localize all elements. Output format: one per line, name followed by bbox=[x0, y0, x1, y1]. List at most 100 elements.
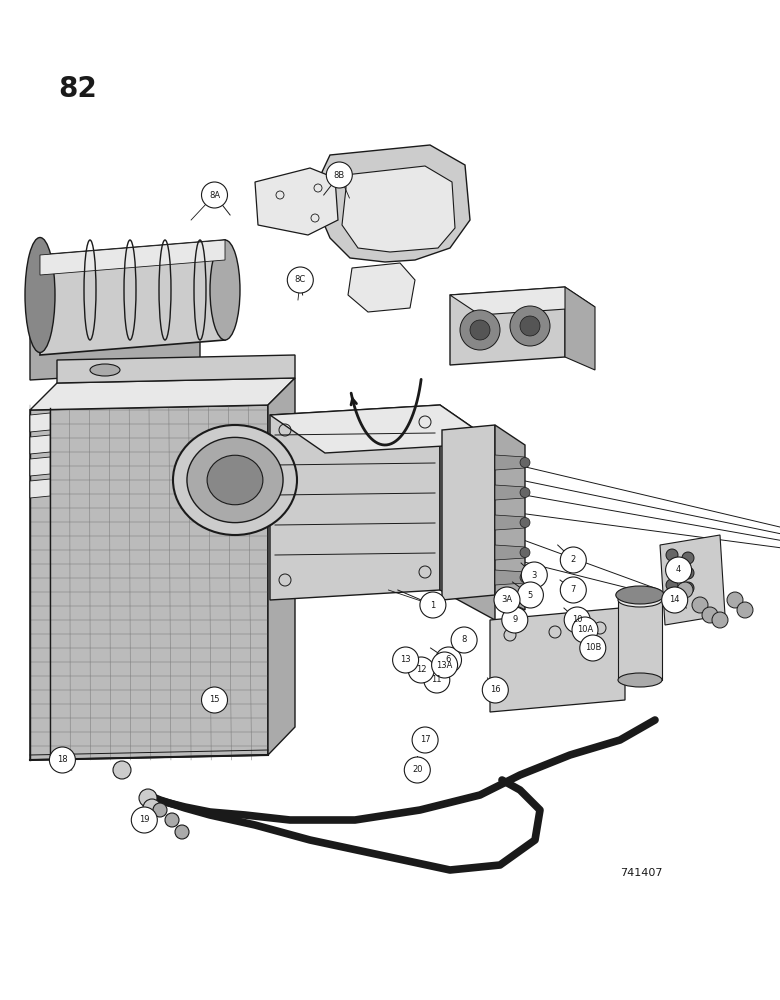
Circle shape bbox=[510, 306, 550, 346]
Circle shape bbox=[392, 647, 419, 673]
Polygon shape bbox=[30, 320, 200, 380]
Circle shape bbox=[682, 567, 694, 579]
Text: 4: 4 bbox=[676, 566, 681, 574]
Text: 8: 8 bbox=[462, 636, 466, 645]
Text: 7: 7 bbox=[571, 585, 576, 594]
Circle shape bbox=[702, 607, 718, 623]
Ellipse shape bbox=[210, 240, 240, 340]
Circle shape bbox=[661, 587, 688, 613]
Circle shape bbox=[682, 552, 694, 564]
Circle shape bbox=[727, 592, 743, 608]
Circle shape bbox=[560, 577, 587, 603]
Text: 13: 13 bbox=[400, 656, 411, 664]
Text: 12: 12 bbox=[416, 666, 427, 674]
Polygon shape bbox=[268, 378, 295, 755]
Polygon shape bbox=[450, 287, 595, 315]
Polygon shape bbox=[30, 457, 50, 476]
Polygon shape bbox=[490, 608, 625, 712]
Polygon shape bbox=[495, 570, 525, 585]
Polygon shape bbox=[495, 425, 525, 610]
Polygon shape bbox=[618, 600, 662, 680]
Text: 13A: 13A bbox=[437, 660, 452, 670]
Circle shape bbox=[143, 799, 161, 817]
Text: 10A: 10A bbox=[577, 626, 593, 635]
Circle shape bbox=[494, 587, 520, 613]
Circle shape bbox=[665, 557, 692, 583]
Polygon shape bbox=[30, 435, 50, 454]
Circle shape bbox=[412, 727, 438, 753]
Circle shape bbox=[520, 458, 530, 468]
Circle shape bbox=[666, 594, 678, 606]
Ellipse shape bbox=[90, 364, 120, 376]
Circle shape bbox=[580, 635, 606, 661]
Text: 741407: 741407 bbox=[620, 868, 662, 878]
Circle shape bbox=[153, 803, 167, 817]
Polygon shape bbox=[348, 263, 415, 312]
Polygon shape bbox=[495, 455, 525, 470]
Polygon shape bbox=[342, 166, 455, 252]
Ellipse shape bbox=[618, 593, 662, 607]
Text: 11: 11 bbox=[431, 676, 442, 684]
Circle shape bbox=[201, 687, 228, 713]
Circle shape bbox=[420, 592, 446, 618]
Circle shape bbox=[520, 572, 530, 582]
Circle shape bbox=[564, 607, 590, 633]
Circle shape bbox=[560, 547, 587, 573]
Ellipse shape bbox=[615, 586, 665, 604]
Polygon shape bbox=[30, 378, 295, 410]
Circle shape bbox=[517, 582, 544, 608]
Ellipse shape bbox=[618, 673, 662, 687]
Text: 19: 19 bbox=[139, 816, 150, 824]
Circle shape bbox=[139, 789, 157, 807]
Text: 8A: 8A bbox=[209, 190, 220, 200]
Text: 8B: 8B bbox=[334, 170, 345, 180]
Circle shape bbox=[326, 162, 353, 188]
Polygon shape bbox=[255, 168, 338, 235]
Polygon shape bbox=[40, 240, 225, 355]
Text: 82: 82 bbox=[58, 75, 98, 103]
Circle shape bbox=[113, 761, 131, 779]
Circle shape bbox=[408, 657, 434, 683]
Text: 10B: 10B bbox=[585, 644, 601, 652]
Text: 17: 17 bbox=[420, 736, 431, 744]
Polygon shape bbox=[40, 240, 225, 275]
Polygon shape bbox=[495, 485, 525, 500]
Polygon shape bbox=[270, 405, 495, 453]
Circle shape bbox=[666, 564, 678, 576]
Circle shape bbox=[520, 316, 540, 336]
Text: 1: 1 bbox=[431, 600, 435, 609]
Circle shape bbox=[666, 549, 678, 561]
Text: 18: 18 bbox=[57, 756, 68, 764]
Ellipse shape bbox=[25, 237, 55, 353]
Circle shape bbox=[165, 813, 179, 827]
Polygon shape bbox=[660, 535, 725, 625]
Polygon shape bbox=[495, 515, 525, 530]
Ellipse shape bbox=[173, 425, 297, 535]
Text: 3: 3 bbox=[532, 570, 537, 580]
Circle shape bbox=[520, 518, 530, 528]
Polygon shape bbox=[30, 405, 268, 760]
Polygon shape bbox=[440, 405, 495, 620]
Circle shape bbox=[482, 677, 509, 703]
Text: 6: 6 bbox=[446, 656, 451, 664]
Circle shape bbox=[520, 488, 530, 497]
Circle shape bbox=[49, 747, 76, 773]
Circle shape bbox=[131, 807, 158, 833]
Polygon shape bbox=[270, 405, 440, 600]
Text: 9: 9 bbox=[512, 615, 517, 624]
Text: 14: 14 bbox=[669, 595, 680, 604]
Text: 10: 10 bbox=[572, 615, 583, 624]
Polygon shape bbox=[450, 287, 565, 365]
Circle shape bbox=[175, 825, 189, 839]
Circle shape bbox=[201, 182, 228, 208]
Circle shape bbox=[682, 582, 694, 594]
Circle shape bbox=[502, 607, 528, 633]
Polygon shape bbox=[495, 545, 525, 560]
Circle shape bbox=[470, 320, 490, 340]
Polygon shape bbox=[318, 145, 470, 262]
Text: 5: 5 bbox=[528, 590, 533, 599]
Polygon shape bbox=[57, 355, 295, 383]
Circle shape bbox=[572, 617, 598, 643]
Circle shape bbox=[451, 627, 477, 653]
Polygon shape bbox=[442, 425, 495, 600]
